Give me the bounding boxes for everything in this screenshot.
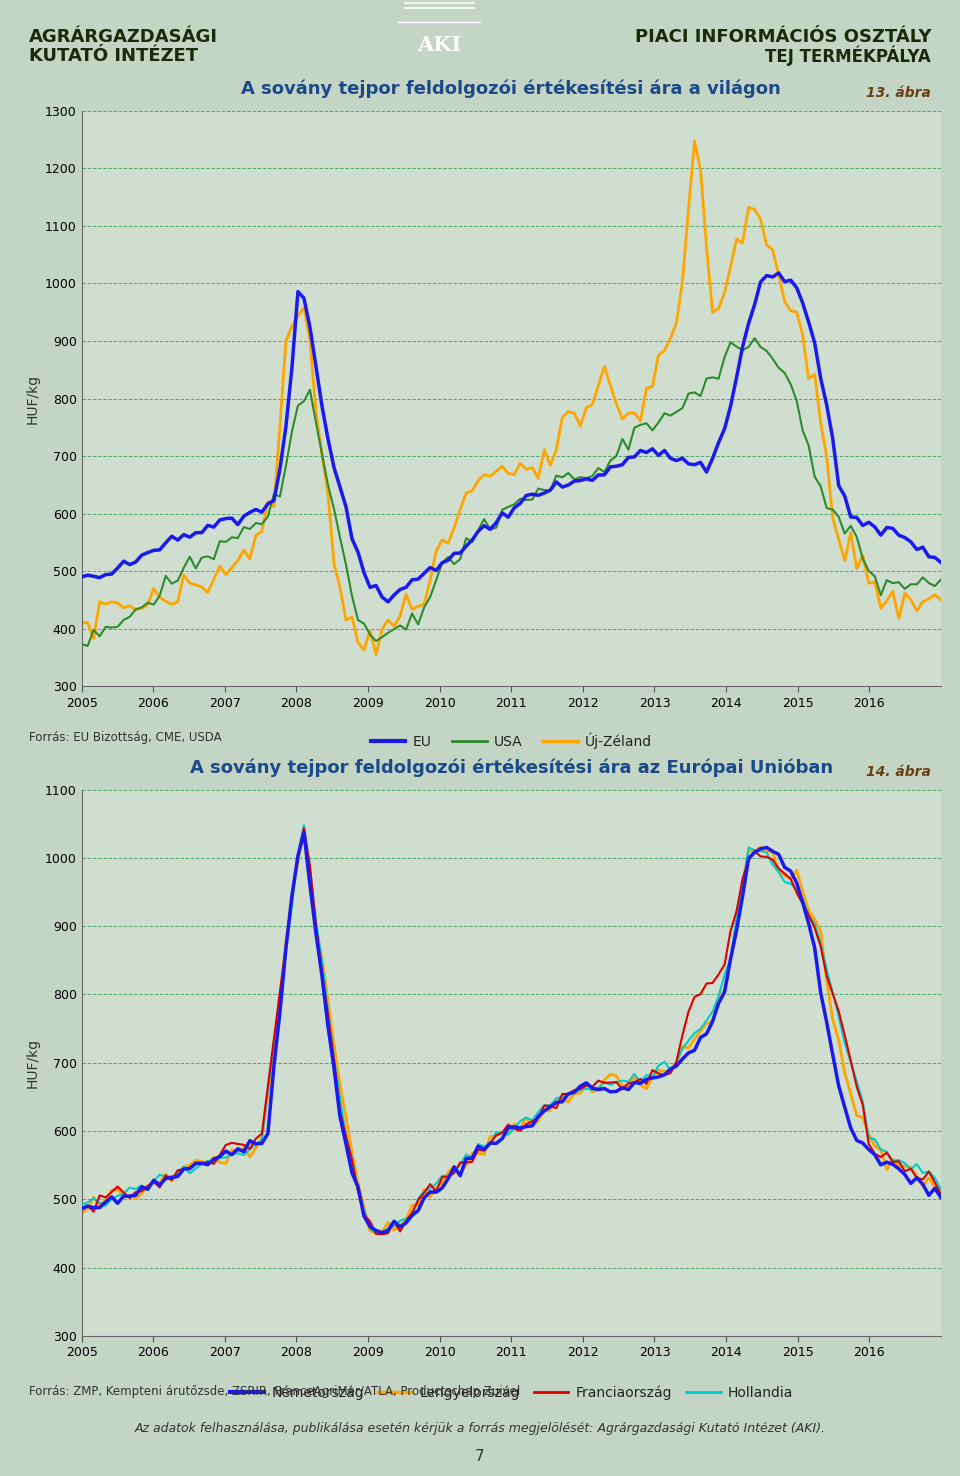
Text: 14. ábra: 14. ábra <box>866 765 931 778</box>
Text: Az adatok felhasználása, publikálása esetén kérjük a forrás megjelölését: Agrárg: Az adatok felhasználása, publikálása ese… <box>134 1423 826 1435</box>
Text: AKI: AKI <box>417 35 462 55</box>
Text: Forrás: ZMP, Kempteni árutőzsde, ZSRIR, FranceAgriMer/ATLA, Productschap Zuivel: Forrás: ZMP, Kempteni árutőzsde, ZSRIR, … <box>29 1384 520 1398</box>
Legend: Németország, Lengyelország, Franciaország, Hollandia: Németország, Lengyelország, Franciaorszá… <box>224 1380 799 1405</box>
Text: KUTATÓ INTÉZET: KUTATÓ INTÉZET <box>29 47 198 65</box>
Title: A sovány tejpor feldolgozói értékesítési ára az Európai Unióban: A sovány tejpor feldolgozói értékesítési… <box>190 759 832 776</box>
Text: 13. ábra: 13. ábra <box>866 86 931 99</box>
Y-axis label: HUF/kg: HUF/kg <box>25 373 39 424</box>
Text: 7: 7 <box>475 1449 485 1464</box>
Text: PIACI INFORMÁCIÓS OSZTÁLY: PIACI INFORMÁCIÓS OSZTÁLY <box>635 28 931 46</box>
Legend: EU, USA, Új-Zéland: EU, USA, Új-Zéland <box>365 726 658 754</box>
Text: Forrás: EU Bizottság, CME, USDA: Forrás: EU Bizottság, CME, USDA <box>29 731 222 744</box>
Text: TEJ TERMÉKPÁLYA: TEJ TERMÉKPÁLYA <box>765 46 931 66</box>
Y-axis label: HUF/kg: HUF/kg <box>25 1038 39 1088</box>
Text: AGRÁRGAZDASÁGI: AGRÁRGAZDASÁGI <box>29 28 218 46</box>
Title: A sovány tejpor feldolgozói értékesítési ára a világon: A sovány tejpor feldolgozói értékesítési… <box>241 80 781 97</box>
